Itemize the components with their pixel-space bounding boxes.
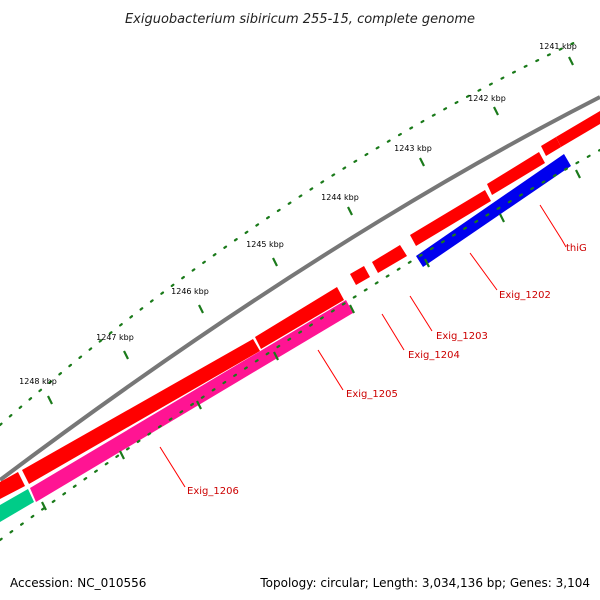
gene-exig-1202 [487, 152, 545, 195]
tick-label-1248: 1248 kbp [19, 377, 57, 386]
gene-exig-1204 [372, 245, 407, 273]
tick-label-1246: 1246 kbp [171, 287, 209, 296]
outer-tick-arc [0, 38, 582, 427]
tick-label-1241: 1241 kbp [539, 42, 577, 51]
accession-text: Accession: NC_010556 [10, 576, 146, 590]
gene-label-exig-1206: Exig_1206 [187, 486, 239, 497]
gene-label-exig-1204: Exig_1204 [408, 350, 460, 361]
topology-text: Topology: circular; Length: 3,034,136 bp… [259, 576, 590, 590]
gene-exig-1206 [22, 339, 260, 484]
tick-label-1242: 1242 kbp [468, 94, 506, 103]
minus-strand-genes [0, 154, 571, 522]
tick-label-1245: 1245 kbp [246, 240, 284, 249]
plus-strand-genes [0, 111, 600, 499]
tick-label-1243: 1243 kbp [394, 144, 432, 153]
gene-partial-left [0, 472, 25, 499]
genome-backbone [0, 95, 600, 482]
major-ticks-inner [41, 169, 581, 511]
gene-label-exig-1203: Exig_1203 [436, 331, 488, 342]
gene-thig-plus-fragment [541, 137, 561, 156]
gene-exig-1203 [410, 190, 491, 246]
gene-label-thig: thiG [566, 243, 587, 254]
gene-exig-1205 [30, 300, 353, 502]
gene-labels: thiG Exig_1202 Exig_1203 Exig_1204 Exig_… [187, 243, 587, 497]
gene-exig-1201-arrow [556, 111, 600, 147]
tick-labels: 1241 kbp 1242 kbp 1243 kbp 1244 kbp 1245… [19, 42, 577, 386]
inner-tick-arc [0, 148, 600, 542]
gene-exig-1205-plus [255, 287, 344, 349]
label-leader-lines [159, 204, 567, 488]
tick-label-1247: 1247 kbp [96, 333, 134, 342]
gene-label-exig-1202: Exig_1202 [499, 290, 551, 301]
map-title: Exiguobacterium sibiricum 255-15, comple… [125, 12, 475, 27]
gene-teal-partial [0, 489, 34, 522]
gene-label-exig-1205: Exig_1205 [346, 389, 398, 400]
major-ticks-outer [47, 56, 574, 405]
gene-exig-1204b [350, 266, 370, 285]
gene-thig [416, 154, 571, 267]
tick-label-1244: 1244 kbp [321, 193, 359, 202]
